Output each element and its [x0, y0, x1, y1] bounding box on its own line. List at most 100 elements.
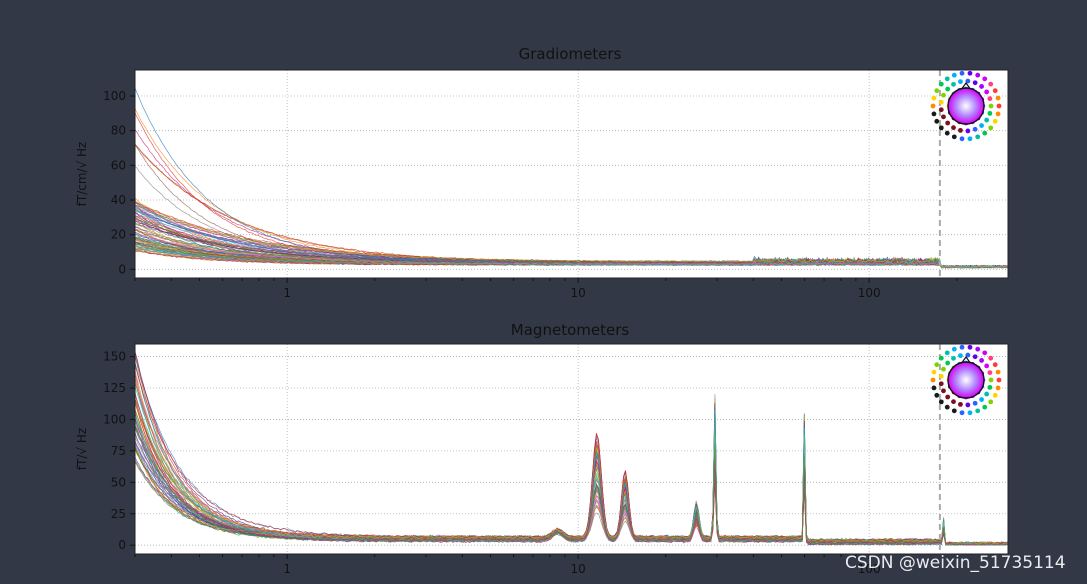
- y-tick-label: 60: [111, 158, 126, 172]
- sensor-dot: [959, 344, 965, 350]
- sensor-dot: [938, 107, 944, 113]
- sensor-dot: [958, 127, 963, 133]
- sensor-dot: [995, 111, 1001, 117]
- sensor-dot: [958, 401, 963, 407]
- sensor-dot: [987, 110, 993, 116]
- sensor-dot: [982, 404, 988, 410]
- sensor-dot: [995, 369, 1001, 375]
- gradiometers-topomap-inset: [930, 70, 1002, 142]
- y-tick-label: 25: [111, 507, 126, 521]
- magnetometers-topomap-inset: [930, 344, 1002, 416]
- gradiometers-y-ticks: 0 20 40 60 80 100: [103, 89, 135, 276]
- sensor-dot: [959, 410, 965, 416]
- sensor-dot: [975, 72, 981, 78]
- sensor-dot: [975, 134, 981, 140]
- sensor-dot: [988, 125, 994, 131]
- sensor-dot: [941, 92, 946, 98]
- sensor-dot: [965, 402, 971, 408]
- magnetometers-frame: [134, 343, 1009, 555]
- sensor-dot: [934, 362, 940, 368]
- sensor-dot: [979, 84, 984, 89]
- sensor-dot: [988, 103, 994, 109]
- sensor-dot: [995, 385, 1001, 391]
- gradiometers-panel: Gradiometers 1 10 100 0 20 40 60 80 100 fT/cm/√…: [75, 45, 1009, 300]
- sensor-dot: [944, 130, 950, 136]
- sensor-dot: [945, 86, 951, 92]
- sensor-dot: [951, 408, 957, 414]
- gradiometers-title: Gradiometers: [519, 45, 622, 63]
- channel-line: [135, 201, 1008, 269]
- sensor-dot: [931, 369, 937, 375]
- x-tick-label: 100: [858, 286, 881, 300]
- sensor-dot: [996, 377, 1002, 383]
- channel-line: [135, 376, 1008, 546]
- sensor-dot: [941, 114, 946, 120]
- sensor-dot: [958, 79, 963, 85]
- sensor-dot: [941, 388, 946, 394]
- sensor-dot: [988, 399, 994, 405]
- sensor-dot: [951, 134, 957, 140]
- head-outline: [947, 361, 985, 399]
- sensor-dot: [972, 126, 978, 132]
- sensor-dot: [951, 355, 956, 361]
- sensor-dot: [944, 404, 950, 410]
- y-tick-label: 20: [111, 228, 126, 242]
- head-outline: [947, 87, 985, 125]
- channel-line: [135, 444, 1008, 546]
- sensor-dot: [951, 72, 957, 78]
- magnetometers-panel: Magnetometers 1 10 100 0 25 50 75 100 125 150 fT…: [75, 321, 1009, 576]
- y-tick-label: 40: [111, 193, 126, 207]
- channel-line: [135, 355, 1008, 545]
- channel-line: [135, 365, 1008, 546]
- head-nose: [961, 355, 971, 363]
- sensor-dot: [996, 103, 1002, 109]
- sensor-dot: [959, 136, 965, 142]
- sensor-dot: [979, 397, 984, 402]
- y-tick-label: 50: [111, 475, 126, 489]
- sensor-dot: [965, 128, 971, 134]
- x-tick-label: 1: [283, 286, 291, 300]
- sensor-dot: [988, 355, 994, 361]
- sensor-dot: [972, 400, 978, 406]
- sensor-dot: [992, 392, 998, 398]
- magnetometers-y-label: fT/√ Hz: [75, 428, 89, 470]
- sensor-dot: [992, 118, 998, 124]
- sensor-dot: [938, 381, 944, 387]
- y-tick-label: 150: [103, 350, 126, 364]
- gradiometers-x-ticks: 1 10 100: [134, 278, 958, 300]
- csdn-watermark: CSDN @weixin_51735114: [845, 553, 1066, 573]
- sensor-dot: [988, 377, 994, 383]
- y-tick-label: 125: [103, 381, 126, 395]
- sensor-dot: [987, 384, 993, 390]
- sensor-dot: [967, 410, 973, 416]
- sensor-dot: [931, 385, 937, 391]
- sensor-dot: [987, 96, 993, 102]
- sensor-dot: [982, 76, 988, 82]
- x-tick-label: 100: [858, 562, 881, 576]
- y-tick-label: 100: [103, 412, 126, 426]
- sensor-dot: [965, 352, 971, 358]
- y-tick-label: 0: [118, 262, 126, 276]
- sensor-dot: [982, 350, 988, 356]
- magnetometers-lines: [135, 351, 1008, 546]
- sensor-dot: [967, 70, 973, 76]
- channel-line: [135, 393, 1008, 546]
- y-tick-label: 80: [111, 124, 126, 138]
- sensor-dot: [930, 377, 936, 383]
- sensor-dot: [951, 125, 956, 131]
- magnetometers-title: Magnetometers: [511, 321, 630, 339]
- magnetometers-plot-area: [135, 344, 1008, 554]
- sensor-dot: [934, 392, 940, 398]
- sensor-dot: [972, 80, 978, 86]
- sensor-dot: [979, 358, 984, 363]
- x-tick-label: 1: [283, 562, 291, 576]
- sensor-dot: [941, 366, 946, 372]
- sensor-dot: [951, 346, 957, 352]
- sensor-dot: [934, 88, 940, 94]
- sensor-dot: [984, 117, 990, 123]
- channel-line: [135, 143, 1008, 268]
- sensor-dot: [959, 70, 965, 76]
- sensor-dot: [988, 81, 994, 87]
- sensor-dot: [938, 373, 944, 379]
- sensor-dot: [965, 78, 971, 84]
